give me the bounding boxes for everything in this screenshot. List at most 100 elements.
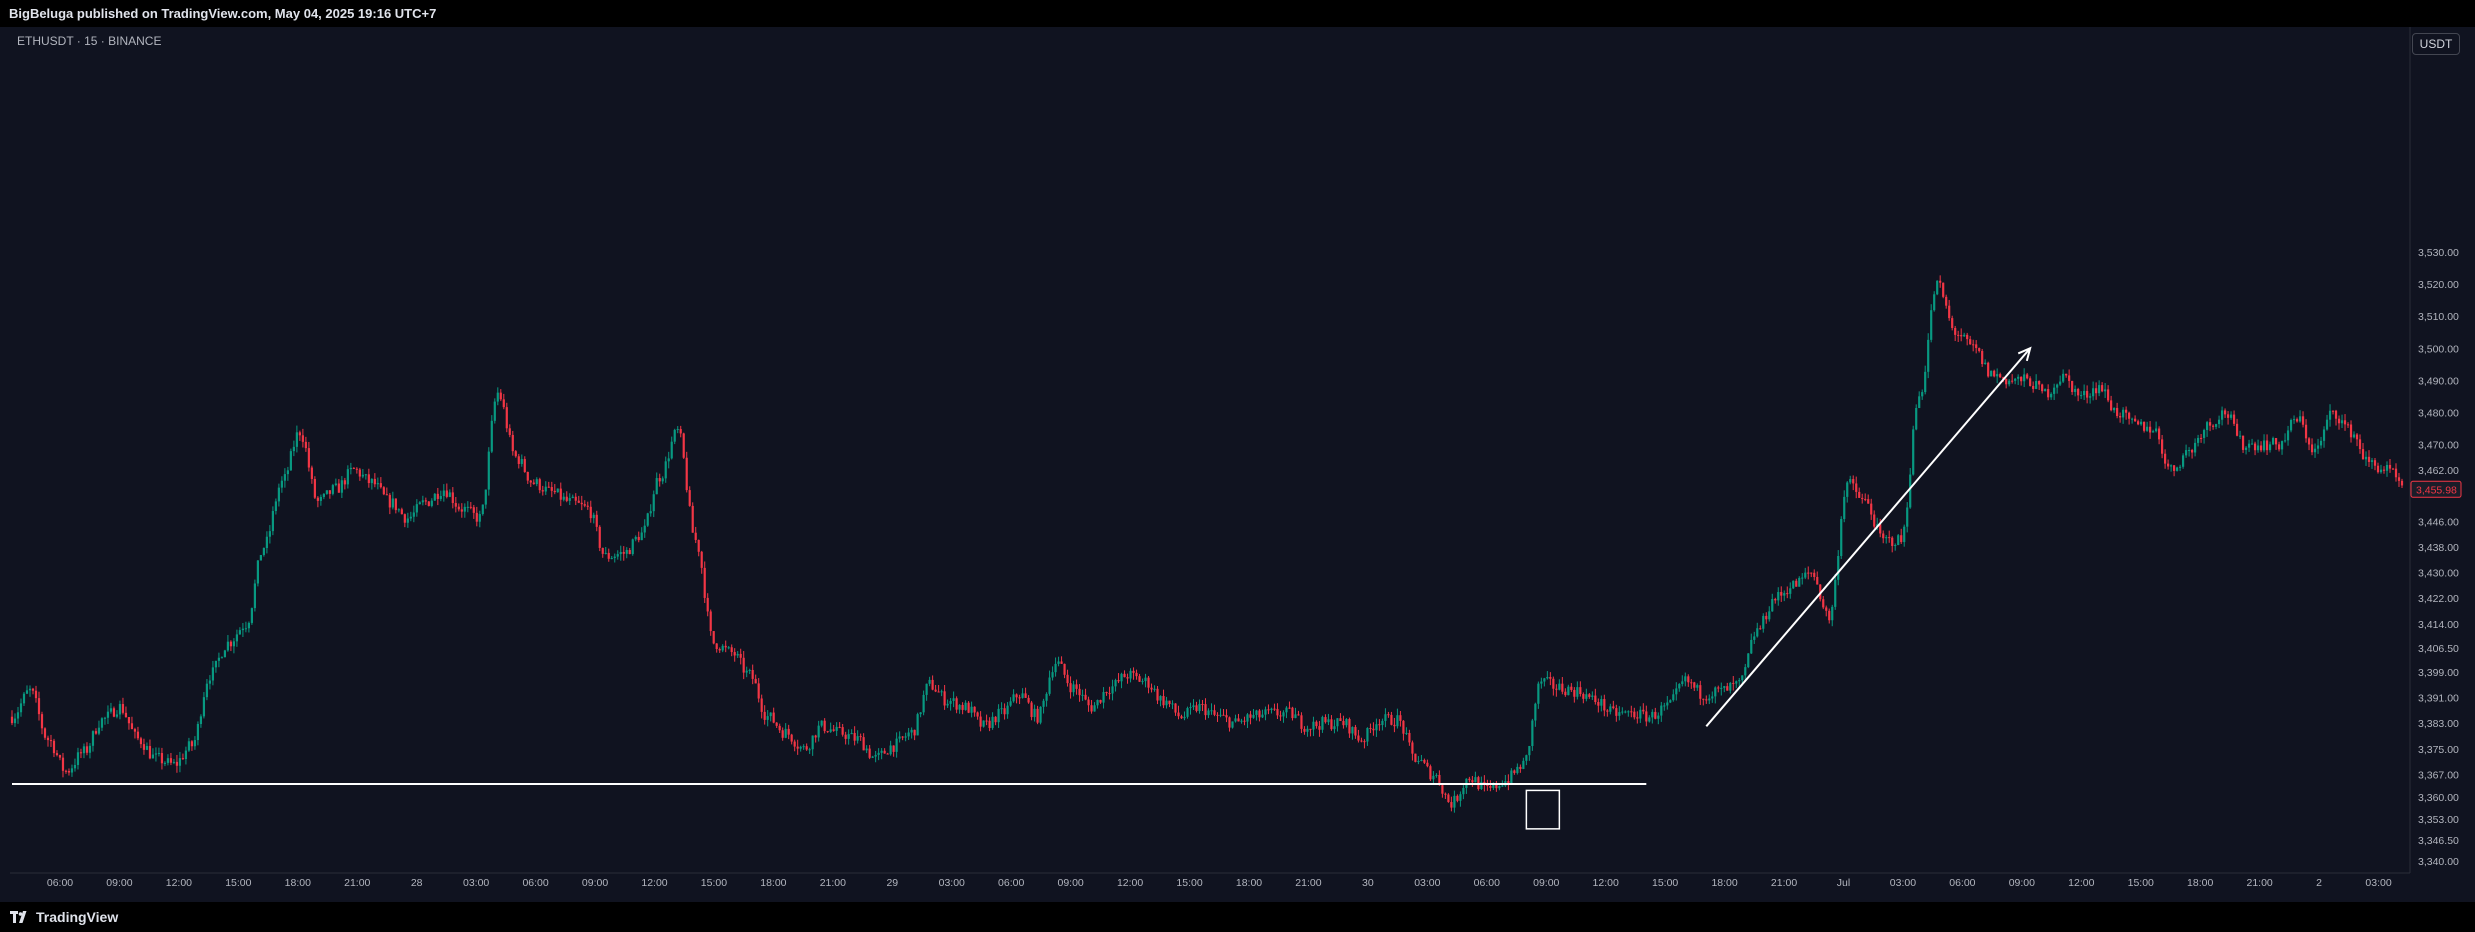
candle <box>1075 679 1078 695</box>
y-tick-label: 3,446.00 <box>2418 516 2459 528</box>
candle <box>988 717 991 732</box>
candle <box>235 629 239 647</box>
candle <box>2331 410 2335 415</box>
x-tick-label: 2 <box>2316 877 2322 889</box>
candle <box>2217 415 2221 429</box>
candle <box>1921 389 1924 400</box>
candle <box>1255 709 1258 721</box>
candle <box>1651 709 1654 724</box>
candle <box>820 720 823 728</box>
candle <box>2181 453 2185 469</box>
candle <box>2304 419 2308 443</box>
publish-header: BigBeluga published on TradingView.com, … <box>0 0 2475 27</box>
candle <box>2268 441 2272 453</box>
candle <box>1384 708 1387 728</box>
candle <box>226 635 230 652</box>
candle <box>1789 582 1792 599</box>
candle <box>757 678 760 703</box>
candle <box>520 454 523 467</box>
candle <box>1996 368 1999 384</box>
highlight-box[interactable] <box>1525 789 1561 830</box>
candle <box>700 550 703 574</box>
y-tick-label: 3,340.00 <box>2418 856 2459 868</box>
candle <box>526 471 529 484</box>
candle <box>748 668 751 675</box>
candle <box>703 561 706 603</box>
trend-arrow[interactable] <box>1705 346 2032 727</box>
candle <box>373 473 376 488</box>
candle <box>1513 769 1516 775</box>
candle <box>2011 374 2014 384</box>
candle <box>538 477 541 494</box>
candle <box>1666 696 1669 710</box>
candle <box>1129 668 1132 683</box>
candle <box>100 717 104 731</box>
candle <box>727 646 730 650</box>
candle <box>1375 718 1378 737</box>
candle <box>1450 796 1453 812</box>
x-tick-label: 12:00 <box>641 877 667 889</box>
y-tick-label: 3,422.00 <box>2418 593 2459 605</box>
candle <box>1447 793 1450 803</box>
candle <box>109 702 113 714</box>
candle <box>1423 758 1426 765</box>
candle <box>1672 689 1675 702</box>
candle <box>622 546 625 561</box>
candle <box>709 609 712 636</box>
candle <box>94 728 98 735</box>
candle <box>490 415 493 454</box>
candle <box>1702 698 1705 706</box>
candle <box>2083 384 2086 401</box>
tradingview-brand[interactable]: TradingView <box>10 908 118 926</box>
candle <box>589 500 592 523</box>
candle <box>613 553 616 563</box>
candle <box>1027 695 1030 704</box>
candle <box>1792 580 1795 590</box>
x-tick-label: 29 <box>886 877 898 889</box>
candle <box>1258 709 1261 722</box>
candle <box>505 402 508 433</box>
candle <box>502 393 505 410</box>
candle <box>1177 705 1180 720</box>
candle <box>2247 439 2251 452</box>
candle <box>805 743 808 751</box>
candle <box>733 648 736 662</box>
candle <box>2175 466 2179 472</box>
candle <box>157 747 161 757</box>
candle <box>2307 437 2311 451</box>
candle <box>1783 590 1786 602</box>
candle <box>901 736 904 741</box>
y-tick-label: 3,500.00 <box>2418 343 2459 355</box>
candle <box>28 685 32 697</box>
candle <box>1270 707 1273 714</box>
candle <box>151 748 155 759</box>
currency-button[interactable]: USDT <box>2412 33 2460 55</box>
candle <box>130 716 134 730</box>
candle <box>2220 406 2224 426</box>
candle <box>625 547 628 559</box>
x-tick-label: 15:00 <box>701 877 727 889</box>
candle <box>214 660 218 673</box>
candle <box>256 559 259 587</box>
candle <box>892 745 895 757</box>
candle <box>1837 550 1840 586</box>
candle <box>949 698 952 711</box>
candle <box>1543 677 1546 687</box>
candle <box>2364 451 2368 466</box>
annotations-layer <box>12 346 2032 830</box>
candle <box>1564 688 1567 697</box>
candle <box>766 710 769 727</box>
candle <box>1240 718 1243 724</box>
candle <box>1402 720 1405 741</box>
candle <box>1345 718 1348 728</box>
candle <box>403 513 406 528</box>
candle <box>1948 299 1951 321</box>
candle <box>1756 622 1759 638</box>
candle <box>1237 713 1240 722</box>
candle <box>508 424 511 438</box>
candle <box>1120 672 1123 689</box>
x-tick-label: 03:00 <box>1414 877 1440 889</box>
candle <box>1900 528 1903 544</box>
candle <box>1360 737 1363 743</box>
